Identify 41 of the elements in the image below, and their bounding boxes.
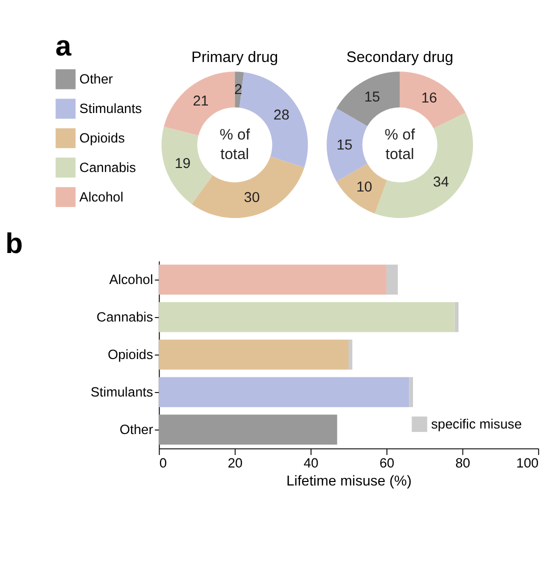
y-tick-label: Other [120, 422, 154, 438]
donut-slice [336, 164, 388, 214]
x-tick-label: 20 [228, 456, 243, 471]
text: b [5, 228, 23, 260]
donut-slice [400, 72, 466, 128]
legend-label: specific misuse [431, 416, 522, 432]
text: % of total [220, 126, 251, 164]
text: a [55, 30, 72, 63]
data-label: 15 [336, 137, 353, 154]
donut-slice [374, 112, 473, 218]
x-tick-label: 60 [379, 456, 394, 471]
donut-slice [234, 72, 244, 108]
data-label: 10 [356, 180, 372, 196]
y-tick-label: Cannabis [96, 310, 154, 325]
chart-title: Secondary drug [346, 48, 454, 66]
x-tick-label: 80 [455, 456, 470, 471]
data-label: 30 [244, 190, 260, 206]
data-label: 16 [421, 90, 438, 106]
donut-slice [162, 126, 213, 204]
text: % of total [384, 126, 416, 164]
donut-slice [326, 108, 368, 182]
x-tick-label: 0 [159, 456, 167, 471]
legend-label: Opioids [79, 130, 126, 146]
x-tick-label: 40 [304, 456, 318, 471]
legend-label: Other [79, 72, 114, 87]
y-tick-label: Stimulants [90, 384, 154, 400]
y-tick-label: Opioids [108, 347, 154, 362]
x-axis-title: Lifetime misuse (%) [286, 473, 412, 490]
data-label: 19 [174, 156, 191, 172]
data-label: 15 [364, 89, 380, 106]
data-label: 34 [433, 174, 449, 190]
x-tick-label: 100 [516, 456, 539, 471]
data-label: 28 [274, 108, 290, 124]
y-tick-label: Alcohol [109, 272, 154, 288]
chart-title: Primary drug [191, 48, 278, 66]
legend-label: Cannabis [79, 160, 136, 176]
data-label: 2 [234, 82, 242, 98]
donut-slice [336, 72, 400, 126]
legend-label: Alcohol [79, 190, 124, 205]
legend-label: Stimulants [79, 101, 142, 116]
data-label: 21 [192, 94, 209, 110]
